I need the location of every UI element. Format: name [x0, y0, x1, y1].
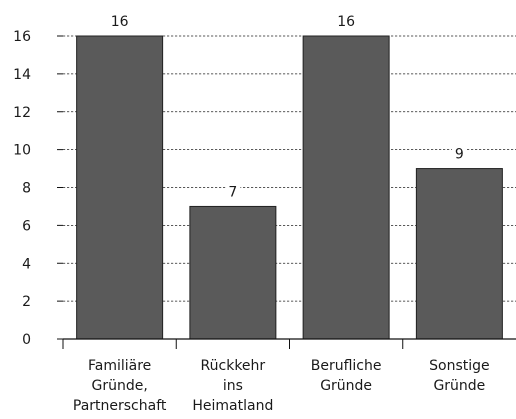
bars [76, 35, 503, 340]
data-label-bg-1 [225, 184, 241, 201]
y-tick-label-16: 16 [13, 29, 31, 45]
bar-2 [302, 35, 390, 340]
y-tick-label-10: 10 [13, 143, 31, 159]
y-tick-label-0: 0 [22, 332, 31, 348]
bar-3 [415, 168, 503, 340]
axes [57, 35, 516, 349]
data-label-1: 7 [228, 184, 237, 200]
y-tick-label-14: 14 [13, 67, 31, 83]
bar-1 [189, 205, 277, 340]
labels: 0 2 4 6 8 10 12 14 16 16 7 16 9 Familiäre Gründe, Partn… [13, 14, 490, 414]
category-label-1: Rückkehr ins Heimatland [192, 358, 273, 414]
data-label-3: 9 [455, 147, 464, 163]
y-tick-label-6: 6 [22, 218, 31, 234]
data-label-bg-0 [107, 14, 132, 30]
category-label-2: Berufliche Gründe [311, 358, 382, 394]
category-label-0: Familiäre Gründe, Partnerschaft [73, 358, 167, 414]
bar-0 [76, 35, 164, 340]
data-label-bg-2 [334, 14, 359, 30]
y-tick-label-2: 2 [22, 294, 31, 310]
data-label-0: 16 [111, 14, 129, 30]
data-label-bg-3 [451, 146, 467, 163]
category-label-3: Sonstige Gründe [429, 358, 490, 394]
data-label-2: 16 [337, 14, 355, 30]
y-tick-label-8: 8 [22, 181, 31, 197]
y-tick-label-12: 12 [13, 105, 31, 121]
y-tick-label-4: 4 [22, 256, 31, 272]
